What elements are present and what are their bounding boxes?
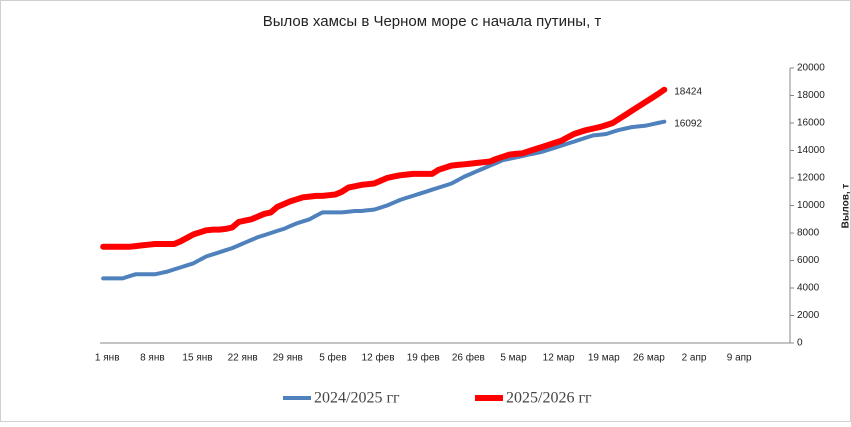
x-tick-label: 22 янв [228,353,258,364]
x-tick-label: 9 апр [727,353,752,364]
series-line [101,119,667,281]
x-tick-label: 2 апр [682,353,707,364]
y-tick-label: 4000 [797,283,820,294]
x-tick-label: 26 фев [452,352,485,364]
x-tick-label: 26 мар [633,353,665,364]
x-tick-label: 19 мар [588,353,620,364]
legend-label: 2024/2025 гг [314,390,400,407]
y-tick-label: 2000 [797,310,820,321]
y-axis-title: Вылов, т [841,184,851,229]
y-tick-label: 12000 [797,173,825,184]
x-tick-label: 19 фев [407,352,440,364]
x-tick-label: 5 фев [319,352,346,364]
y-tick-label: 10000 [797,200,825,211]
series-line [100,86,668,250]
y-tick-label: 16000 [797,118,825,129]
x-tick-label: 12 мар [543,353,575,364]
chart-title: Вылов хамсы в Черном море с начала путин… [263,13,602,30]
x-tick-label: 15 янв [182,353,212,364]
y-tick-label: 14000 [797,145,825,156]
x-tick-label: 5 мар [500,353,527,364]
y-tick-label: 0 [797,338,803,349]
data-label: 16092 [674,118,702,129]
y-tick-label: 18000 [797,90,825,101]
x-tick-label: 1 янв [95,353,120,364]
x-tick-label: 29 янв [273,353,303,364]
legend-label: 2025/2026 гг [506,390,592,407]
x-tick-label: 12 фев [362,352,395,364]
data-label: 18424 [674,86,702,97]
y-tick-label: 8000 [797,228,820,239]
y-tick-label: 20000 [797,63,825,74]
y-tick-label: 6000 [797,255,820,266]
x-tick-label: 8 янв [140,353,165,364]
